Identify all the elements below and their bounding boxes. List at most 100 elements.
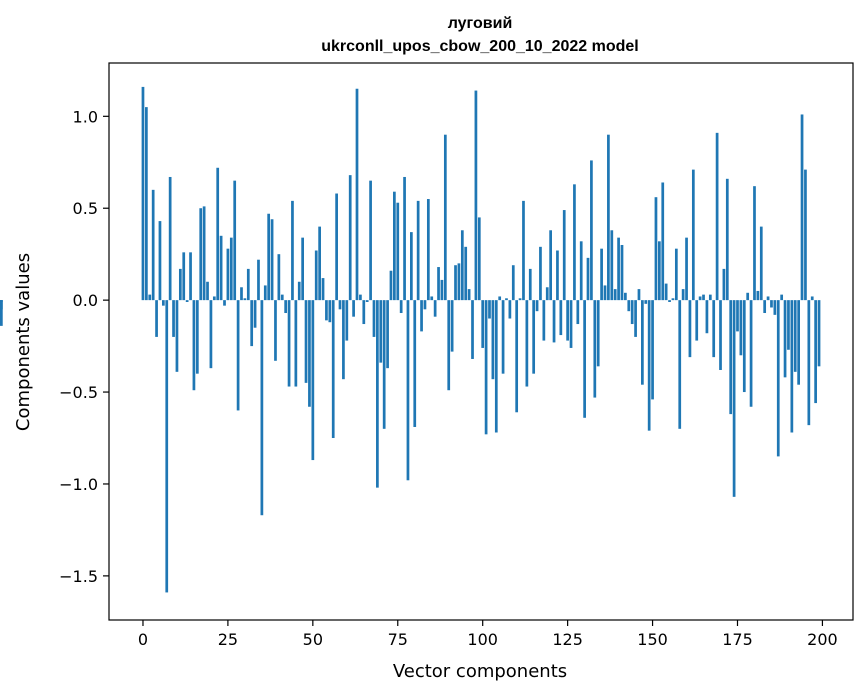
bar [386, 300, 389, 369]
bar [780, 294, 784, 301]
bar [291, 200, 294, 301]
bar [219, 235, 223, 301]
bar [328, 300, 332, 323]
bar [331, 300, 335, 439]
bar [165, 300, 169, 593]
bar [613, 289, 617, 301]
bar [355, 88, 359, 301]
bar [393, 191, 396, 301]
bar [141, 86, 145, 301]
bar [325, 300, 328, 321]
bar [175, 300, 179, 372]
bar [182, 252, 186, 301]
bar [406, 300, 410, 481]
x-tick-label: 150 [637, 630, 668, 649]
bar [216, 167, 220, 301]
bar [420, 300, 423, 332]
bar [426, 199, 430, 301]
bar [590, 160, 593, 301]
bar [810, 296, 814, 301]
bar [749, 300, 753, 407]
bar [396, 202, 400, 301]
bar [345, 300, 349, 341]
bar [229, 237, 233, 301]
bar [668, 300, 671, 302]
bar [223, 300, 226, 306]
bar [178, 268, 182, 301]
bar [192, 300, 196, 391]
bar [505, 298, 508, 301]
bar [600, 248, 603, 301]
bar [314, 250, 318, 301]
bar [450, 300, 454, 352]
bar [260, 300, 264, 516]
bar [304, 300, 308, 383]
bar [145, 107, 148, 301]
bar [280, 294, 284, 301]
bar [630, 300, 634, 325]
bar [335, 193, 338, 301]
bar [559, 300, 563, 336]
bar [308, 300, 311, 407]
bar [549, 230, 552, 301]
bar [579, 241, 583, 301]
bar [250, 300, 254, 347]
bar [708, 294, 712, 301]
bar [457, 263, 461, 301]
bar [501, 300, 505, 374]
bar [189, 252, 192, 301]
bar [522, 200, 525, 301]
x-tick-label: 125 [552, 630, 583, 649]
bar [545, 287, 549, 301]
bar [0, 300, 3, 326]
bar [321, 278, 325, 301]
bar [573, 184, 576, 301]
bar [773, 300, 777, 315]
bar [515, 300, 519, 413]
bar [596, 300, 600, 367]
bar [610, 230, 614, 301]
bar [158, 221, 162, 301]
bar [817, 300, 821, 367]
bar [725, 178, 729, 301]
y-tick-label: 1.0 [73, 107, 98, 126]
bar [263, 285, 267, 301]
bar [518, 298, 522, 301]
x-tick-label: 100 [467, 630, 498, 649]
bar [233, 180, 237, 301]
bar [736, 300, 739, 332]
bar [695, 300, 699, 341]
bar [257, 259, 260, 301]
bar [583, 300, 586, 418]
bar [474, 90, 478, 301]
plot-frame [108, 62, 854, 621]
bar [753, 186, 756, 301]
bar [756, 290, 760, 301]
bar [651, 300, 654, 400]
bar [562, 210, 566, 301]
bar [151, 189, 155, 301]
bar [206, 281, 209, 301]
bar [447, 300, 451, 391]
bar [661, 182, 665, 301]
bar [359, 294, 362, 301]
bar [212, 296, 216, 301]
bar [287, 300, 291, 387]
y-tick-label: −1.5 [59, 567, 98, 586]
bar [739, 300, 743, 356]
bar [403, 176, 406, 301]
bar [413, 300, 417, 427]
bar [691, 169, 695, 301]
bar [172, 300, 175, 337]
y-tick-label: −0.5 [59, 383, 98, 402]
bar [399, 300, 403, 314]
bar [162, 300, 165, 306]
bar [539, 246, 542, 301]
bar [494, 300, 498, 433]
bar [776, 300, 780, 457]
bar [508, 300, 512, 319]
bar [542, 300, 546, 341]
bar [454, 265, 457, 301]
bar [617, 237, 620, 301]
